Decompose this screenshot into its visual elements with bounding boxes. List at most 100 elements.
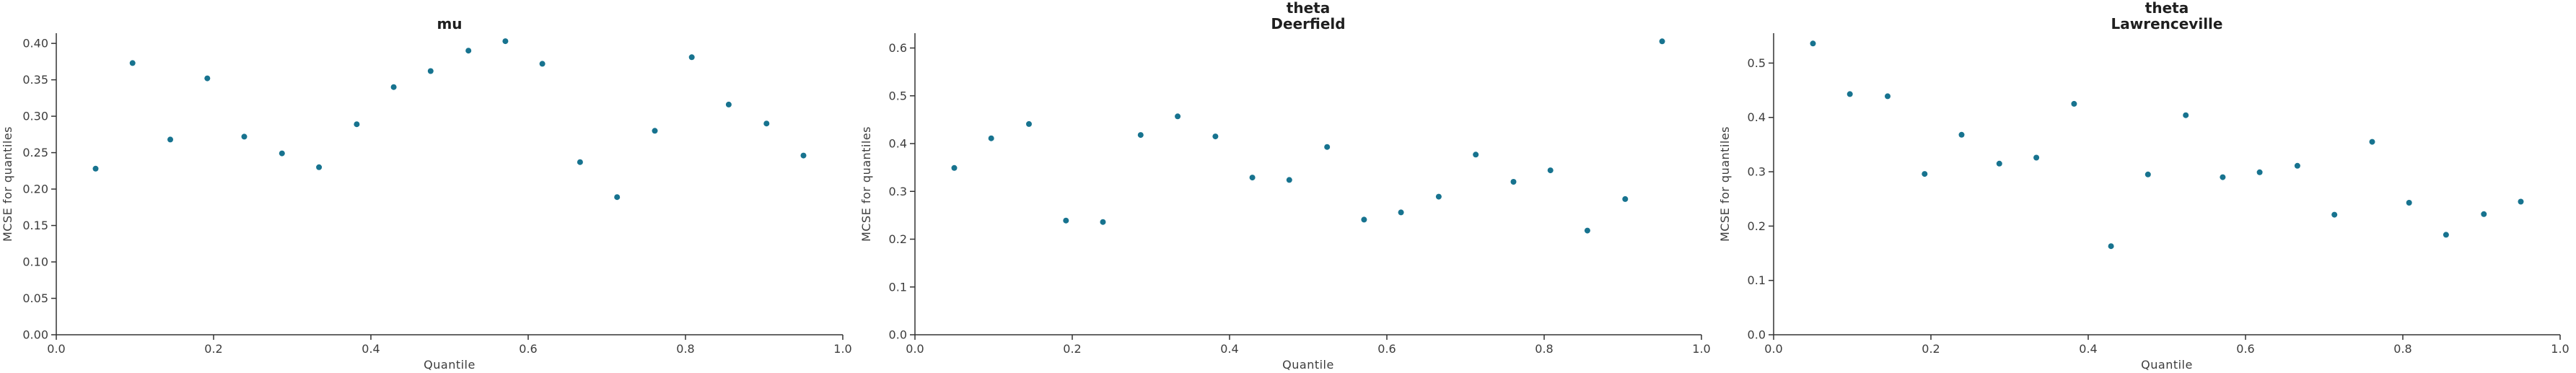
data-point: [1922, 171, 1928, 177]
x-axis-title: Quantile: [424, 358, 476, 372]
x-tick-label: 1.0: [833, 342, 851, 356]
data-point: [1324, 144, 1331, 150]
x-tick-label: 0.0: [906, 342, 924, 356]
data-point: [316, 164, 323, 170]
y-tick-label: 0.25: [22, 146, 48, 159]
y-tick-label: 0.0: [889, 328, 907, 342]
y-tick-label: 0.05: [22, 291, 48, 305]
data-point: [241, 133, 247, 140]
plot-title-line: Lawrenceville: [2111, 15, 2223, 32]
data-point: [2518, 198, 2524, 205]
y-tick-label: 0.10: [22, 255, 48, 269]
plot-title-line: Deerfield: [1271, 15, 1345, 32]
data-point: [1175, 113, 1181, 120]
plot-title-line: theta: [2145, 0, 2189, 17]
y-tick-label: 0.20: [22, 183, 48, 196]
x-tick-label: 0.6: [2236, 342, 2254, 356]
data-point: [2145, 171, 2151, 177]
data-point: [1137, 132, 1144, 139]
y-axis-title: MCSE for quantiles: [1718, 126, 1732, 242]
data-point: [2443, 232, 2449, 238]
y-tick-label: 0.3: [889, 185, 907, 198]
y-tick-label: 0.2: [889, 232, 907, 246]
data-point: [1361, 216, 1367, 223]
x-tick-label: 0.2: [1063, 342, 1081, 356]
data-point: [1810, 40, 1816, 47]
y-tick-label: 0.0: [1748, 328, 1766, 342]
y-tick-label: 0.4: [889, 137, 907, 151]
data-point: [2481, 211, 2487, 217]
x-tick-label: 0.8: [1535, 342, 1553, 356]
y-tick-label: 0.00: [22, 328, 48, 342]
data-point: [1846, 91, 1853, 97]
plot-title-line: mu: [437, 15, 462, 32]
data-point: [1249, 175, 1256, 181]
y-tick-label: 0.1: [889, 280, 907, 294]
data-point: [1286, 177, 1292, 183]
y-tick-label: 0.35: [22, 73, 48, 87]
data-point: [1026, 120, 1032, 127]
x-axis-title: Quantile: [1282, 358, 1334, 372]
data-point: [1100, 219, 1106, 225]
y-tick-label: 0.40: [22, 37, 48, 51]
y-tick-label: 0.5: [889, 89, 907, 102]
x-tick-label: 0.0: [1764, 342, 1782, 356]
data-point: [92, 165, 99, 172]
x-tick-label: 0.8: [676, 342, 694, 356]
y-tick-label: 0.5: [1748, 56, 1766, 70]
data-point: [2108, 243, 2114, 250]
data-point: [725, 101, 732, 107]
data-point: [279, 150, 285, 157]
data-point: [2071, 100, 2077, 107]
data-point: [2369, 139, 2375, 145]
x-tick-label: 0.6: [519, 342, 537, 356]
data-point: [204, 75, 211, 82]
panel-mu: mu 0.00 0.05 0.10 0.15 0.20 0.25 0.30 0.35 0.40 0.…: [0, 0, 859, 373]
panel-theta-deerfield: theta Deerfield 0.0 0.1 0.2 0.3 0.4 0.5 0.6 0.0 0.…: [859, 0, 1717, 373]
data-point: [2294, 162, 2300, 169]
data-point: [1212, 133, 1219, 140]
data-point: [1435, 193, 1442, 200]
data-point: [502, 38, 509, 45]
data-point: [688, 54, 695, 61]
data-point: [2406, 200, 2412, 206]
data-point: [577, 159, 583, 165]
data-point: [1547, 167, 1554, 174]
scatter-plot-mu: mu 0.00 0.05 0.10 0.15 0.20 0.25 0.30 0.35 0.40 0.…: [1, 15, 852, 372]
x-tick-label: 0.2: [204, 342, 222, 356]
data-point: [1063, 217, 1069, 224]
data-point: [1473, 152, 1479, 158]
y-tick-label: 0.30: [22, 110, 48, 123]
y-tick-label: 0.15: [22, 219, 48, 232]
y-axis-title: MCSE for quantiles: [859, 126, 873, 242]
x-tick-label: 0.2: [1922, 342, 1940, 356]
y-tick-label: 0.4: [1748, 110, 1766, 124]
data-point: [1510, 179, 1517, 185]
x-tick-label: 0.8: [2393, 342, 2411, 356]
x-tick-label: 0.4: [2079, 342, 2097, 356]
data-point: [2256, 169, 2263, 175]
data-point: [1584, 227, 1590, 234]
y-tick-label: 0.3: [1748, 165, 1766, 179]
data-point: [1398, 209, 1404, 216]
x-tick-label: 0.4: [362, 342, 380, 356]
x-tick-label: 1.0: [2551, 342, 2569, 356]
data-point: [390, 84, 397, 90]
x-tick-label: 0.6: [1377, 342, 1396, 356]
data-point: [2183, 112, 2189, 118]
data-point: [354, 121, 360, 128]
data-point: [2033, 154, 2040, 161]
x-tick-label: 0.0: [47, 342, 65, 356]
y-tick-label: 0.6: [889, 41, 907, 55]
data-point: [2220, 174, 2226, 180]
data-point: [652, 128, 658, 134]
data-point: [2331, 211, 2338, 218]
data-point: [763, 120, 770, 127]
y-axis-title: MCSE for quantiles: [1, 126, 14, 242]
data-point: [539, 61, 546, 67]
data-point: [614, 194, 621, 201]
data-point: [1622, 196, 1629, 202]
